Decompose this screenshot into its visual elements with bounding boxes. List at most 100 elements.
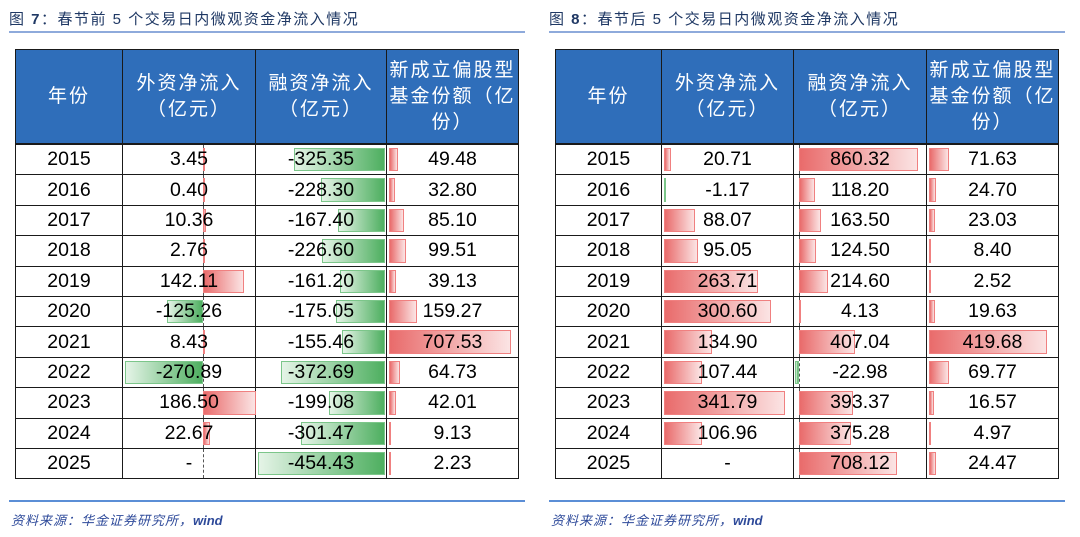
positive-data-bar <box>389 421 391 445</box>
cell-value: 9.13 <box>433 421 472 444</box>
cell-value: 4.97 <box>973 421 1012 444</box>
cell-margin-inflow: 4.13 <box>793 295 927 328</box>
cell-value: 2020 <box>586 300 631 323</box>
cell-value: 2018 <box>47 239 91 262</box>
cell-value: -175.05 <box>287 300 355 323</box>
cell-value: 85.10 <box>428 208 477 231</box>
cell-value: 10.36 <box>164 208 214 231</box>
source-text: 资料来源：华金证券研究所， <box>11 513 194 528</box>
cell-foreign-inflow: 106.96 <box>661 417 794 449</box>
cell-value: 64.73 <box>428 360 477 383</box>
cell-new-fund-shares: 39.13 <box>386 265 519 297</box>
positive-data-bar <box>389 330 512 354</box>
cell-margin-inflow: 407.04 <box>793 326 927 358</box>
positive-data-bar <box>203 178 206 202</box>
figure-8-title: 图 8：春节后 5 个交易日内微观资金净流入情况 <box>549 8 899 29</box>
cell-value: 2024 <box>586 421 631 444</box>
positive-data-bar <box>389 239 407 263</box>
cell-value: 2016 <box>586 178 631 201</box>
table-row: 2025 - -454.43 2.23 <box>15 447 519 480</box>
positive-data-bar <box>389 208 404 233</box>
cell-margin-inflow: -372.69 <box>255 356 387 389</box>
cell-value: 134.90 <box>697 330 758 353</box>
cell-value: 2017 <box>47 208 91 231</box>
figure-number: 7 <box>31 11 42 28</box>
positive-data-bar <box>203 148 206 172</box>
cell-new-fund-shares: 419.68 <box>926 326 1059 358</box>
cell-year: 2015 <box>555 143 662 176</box>
cell-year: 2025 <box>555 447 662 480</box>
cell-year: 2017 <box>15 204 123 237</box>
cell-value: 2015 <box>47 148 91 171</box>
positive-data-bar <box>798 451 898 476</box>
cell-value: 860.32 <box>830 148 890 171</box>
cell-foreign-inflow: 134.90 <box>661 326 794 358</box>
cell-value: 99.51 <box>428 239 477 262</box>
positive-data-bar <box>929 421 931 445</box>
source-wind: wind <box>193 513 223 528</box>
cell-year: 2022 <box>555 356 662 389</box>
cell-value: 2025 <box>586 452 631 475</box>
cell-value: 163.50 <box>830 208 890 231</box>
negative-data-bar <box>795 360 799 385</box>
cell-new-fund-shares: 69.77 <box>926 356 1059 389</box>
positive-data-bar <box>929 208 936 233</box>
positive-data-bar <box>664 148 672 172</box>
table-row: 2018 95.05 124.50 8.40 <box>555 235 1059 267</box>
cell-new-fund-shares: 64.73 <box>386 356 519 389</box>
cell-value: -454.43 <box>287 452 355 475</box>
cell-year: 2020 <box>15 295 123 328</box>
cell-new-fund-shares: 2.23 <box>386 447 519 480</box>
positive-data-bar <box>664 391 786 415</box>
negative-data-bar <box>339 269 385 293</box>
cell-new-fund-shares: 159.27 <box>386 295 519 328</box>
cell-foreign-inflow: - <box>661 447 794 480</box>
cell-value: 341.79 <box>697 391 758 414</box>
cell-value: -125.26 <box>155 300 223 323</box>
positive-data-bar <box>798 178 816 202</box>
table-body: 2015 3.45 -325.35 49.48 2016 0.40 -228.30 32.80… <box>15 143 519 480</box>
cell-new-fund-shares: 71.63 <box>926 143 1059 176</box>
cell-value: -270.89 <box>155 360 223 383</box>
positive-data-bar <box>798 299 801 324</box>
positive-data-bar <box>389 391 397 415</box>
cell-value: 2016 <box>47 178 91 201</box>
negative-data-bar <box>280 360 385 385</box>
cell-foreign-inflow: 3.45 <box>122 143 256 176</box>
negative-data-bar <box>167 299 204 324</box>
negative-data-bar <box>300 421 385 445</box>
bar-axis-line <box>203 296 205 327</box>
table-row: 2015 20.71 860.32 71.63 <box>555 143 1059 176</box>
cell-margin-inflow: 118.20 <box>793 174 927 206</box>
cell-new-fund-shares: 42.01 <box>386 387 519 419</box>
cell-margin-inflow: 124.50 <box>793 235 927 267</box>
cell-value: 19.63 <box>968 300 1017 323</box>
negative-data-bar <box>321 178 385 202</box>
cell-foreign-inflow: 22.67 <box>122 417 256 449</box>
positive-data-bar <box>389 269 396 293</box>
cell-margin-inflow: -228.30 <box>255 174 387 206</box>
bar-axis-line <box>203 448 205 479</box>
cell-year: 2024 <box>15 417 123 449</box>
cell-foreign-inflow: 107.44 <box>661 356 794 389</box>
source-text: 资料来源：华金证券研究所， <box>551 513 734 528</box>
cell-value: -1.17 <box>705 178 750 201</box>
negative-data-bar <box>338 208 385 233</box>
cell-value: 107.44 <box>697 360 758 383</box>
source-wind: wind <box>733 513 763 528</box>
cell-value: 2.76 <box>170 239 208 262</box>
cell-new-fund-shares: 23.03 <box>926 204 1059 237</box>
cell-margin-inflow: -22.98 <box>793 356 927 389</box>
cell-new-fund-shares: 32.80 <box>386 174 519 206</box>
positive-data-bar <box>929 148 950 172</box>
cell-new-fund-shares: 24.70 <box>926 174 1059 206</box>
cell-margin-inflow: -167.40 <box>255 204 387 237</box>
cell-value: 42.01 <box>428 391 477 414</box>
col-header-new-fund-shares: 新成立偏股型基金份额（亿份） <box>926 49 1059 145</box>
cell-year: 2016 <box>555 174 662 206</box>
positive-data-bar <box>203 421 210 445</box>
figure-8-panel: 图 8：春节后 5 个交易日内微观资金净流入情况 年份 外资净流入（亿元） 融资… <box>540 0 1070 537</box>
positive-data-bar <box>929 451 936 476</box>
cell-margin-inflow: 375.28 <box>793 417 927 449</box>
negative-data-bar <box>663 178 666 202</box>
